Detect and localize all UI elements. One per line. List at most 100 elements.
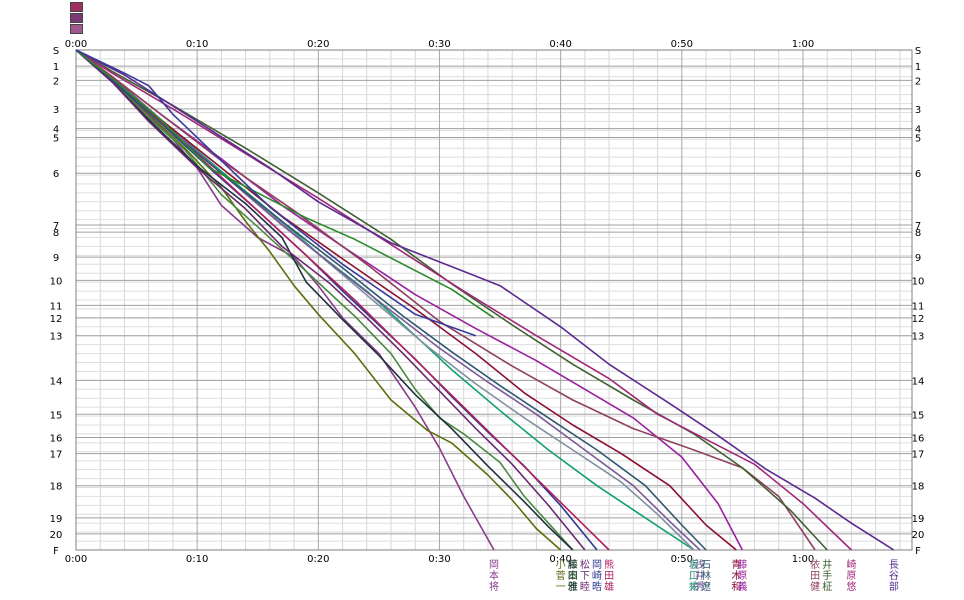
series-name-char: 宮	[689, 558, 699, 571]
series-lines	[75, 49, 895, 551]
series-name-char: 将	[489, 581, 499, 593]
y-tick-label-left: 10	[50, 276, 63, 287]
series-name-char: 下	[580, 571, 590, 582]
series-name-label: 松下睦	[580, 558, 590, 593]
y-tick-label-right: S	[915, 46, 921, 57]
series-line[interactable]	[75, 49, 495, 551]
series-name-char: 一	[556, 582, 566, 593]
series-name-char: 藤	[737, 559, 747, 571]
y-tick-label-right: 3	[915, 105, 921, 116]
series-name-char: 岡	[592, 559, 602, 571]
series-line[interactable]	[75, 49, 574, 551]
legend-swatch-2[interactable]	[70, 13, 83, 23]
series-name-char: 青	[731, 558, 741, 571]
series-name-label: 藤田雅	[568, 559, 578, 593]
series-line[interactable]	[75, 49, 495, 319]
series-name-char: 菅	[556, 570, 566, 582]
series-name-char: 長	[889, 559, 899, 571]
series-name-char: 原	[846, 570, 856, 582]
y-tick-label-right: 4	[915, 125, 921, 136]
y-tick-label-right: 19	[912, 514, 925, 525]
x-tick-label-top: 0:30	[428, 39, 450, 50]
series-line[interactable]	[75, 49, 737, 551]
series-name-char: 崎	[592, 569, 602, 582]
y-tick-label-right: 18	[912, 482, 925, 493]
series-name-char: 崎	[846, 558, 856, 571]
series-name-char: 田	[568, 571, 578, 582]
series-name-char: 藤	[568, 559, 578, 571]
series-name-label: 小菅一	[556, 559, 566, 593]
series-line[interactable]	[75, 49, 586, 551]
series-name-label: 浅井秀	[695, 558, 705, 593]
y-tick-label-left: 1	[53, 62, 59, 73]
series-name-char: 井	[822, 558, 832, 571]
x-tick-label-bottom: 0:20	[307, 554, 329, 565]
x-tick-label-bottom: 1:00	[792, 554, 814, 565]
series-name-char: 松	[568, 558, 578, 571]
legend-swatch-3[interactable]	[70, 24, 83, 34]
series-name-char: 岡	[489, 559, 499, 571]
y-tick-label-right: 20	[912, 530, 925, 541]
grid-major-lines	[75, 49, 912, 551]
y-tick-label-left: 7	[53, 221, 59, 232]
series-name-char: 秀	[695, 581, 705, 593]
series-line[interactable]	[75, 49, 828, 551]
series-name-label: 藤原義	[737, 559, 747, 593]
x-tick-label-bottom: 0:00	[65, 554, 87, 565]
x-tick-label-top: 0:00	[65, 39, 87, 50]
x-tick-label-top: 0:50	[671, 39, 693, 50]
series-name-char: 柾	[822, 581, 832, 593]
y-tick-label-left: 2	[53, 76, 59, 87]
y-tick-label-left: 8	[53, 228, 59, 239]
y-tick-label-right: 5	[915, 134, 921, 145]
x-tick-label-top: 0:40	[549, 39, 571, 50]
series-name-char: 小	[556, 559, 566, 571]
series-name-char: 浅	[695, 558, 705, 571]
y-tick-label-left: 16	[50, 434, 63, 445]
y-tick-label-left: 20	[50, 530, 63, 541]
y-tick-label-left: 14	[50, 376, 63, 387]
series-name-label: 松本佳	[568, 558, 578, 593]
series-name-char: 木	[731, 570, 741, 582]
series-line[interactable]	[75, 49, 895, 551]
series-name-char: 本	[489, 569, 499, 582]
x-tick-label-bottom: 0:50	[671, 554, 693, 565]
series-name-char: 林	[701, 569, 711, 582]
y-tick-label-left: 5	[53, 134, 59, 145]
y-tick-label-left: 19	[50, 514, 63, 525]
series-name-char: 遼	[701, 580, 711, 593]
grid-minor-lines	[76, 49, 912, 551]
series-name-char: 本	[568, 569, 578, 582]
series-name-char: 祐	[689, 580, 699, 593]
y-tick-label-left: 6	[53, 169, 59, 180]
series-name-char: 雅	[568, 580, 578, 593]
y-tick-label-left: S	[53, 46, 59, 57]
x-axis-bottom-ticks: 0:00 0:10 0:20 0:30 0:40 0:50 1:00	[65, 554, 814, 565]
series-line[interactable]	[75, 49, 574, 551]
series-line[interactable]	[75, 49, 852, 551]
y-tick-label-left: 17	[50, 450, 63, 461]
legend-swatch-1[interactable]	[70, 2, 83, 12]
y-tick-label-left: 4	[53, 125, 59, 136]
series-name-char: 晧	[592, 581, 602, 593]
series-name-char: 熊	[604, 558, 614, 571]
y-tick-label-left: F	[53, 546, 59, 557]
y-tick-label-right: 16	[912, 434, 925, 445]
y-tick-label-right: 14	[912, 376, 925, 387]
series-name-label: 依田健	[810, 558, 820, 593]
series-name-char: 睦	[580, 580, 590, 593]
series-line[interactable]	[75, 49, 707, 551]
series-name-char: 依	[810, 558, 820, 571]
series-name-char: 坂	[689, 559, 699, 571]
series-line[interactable]	[75, 49, 477, 337]
y-tick-label-right: 1	[915, 62, 921, 73]
series-line[interactable]	[75, 49, 816, 551]
y-tick-label-left: 13	[50, 332, 63, 343]
series-name-char: 谷	[889, 570, 899, 582]
series-line[interactable]	[75, 49, 562, 551]
x-tick-label-top: 1:00	[792, 39, 814, 50]
x-tick-label-bottom: 0:30	[428, 554, 450, 565]
y-tick-label-right: 10	[912, 276, 925, 287]
series-name-label: 崎原悠	[846, 558, 856, 593]
